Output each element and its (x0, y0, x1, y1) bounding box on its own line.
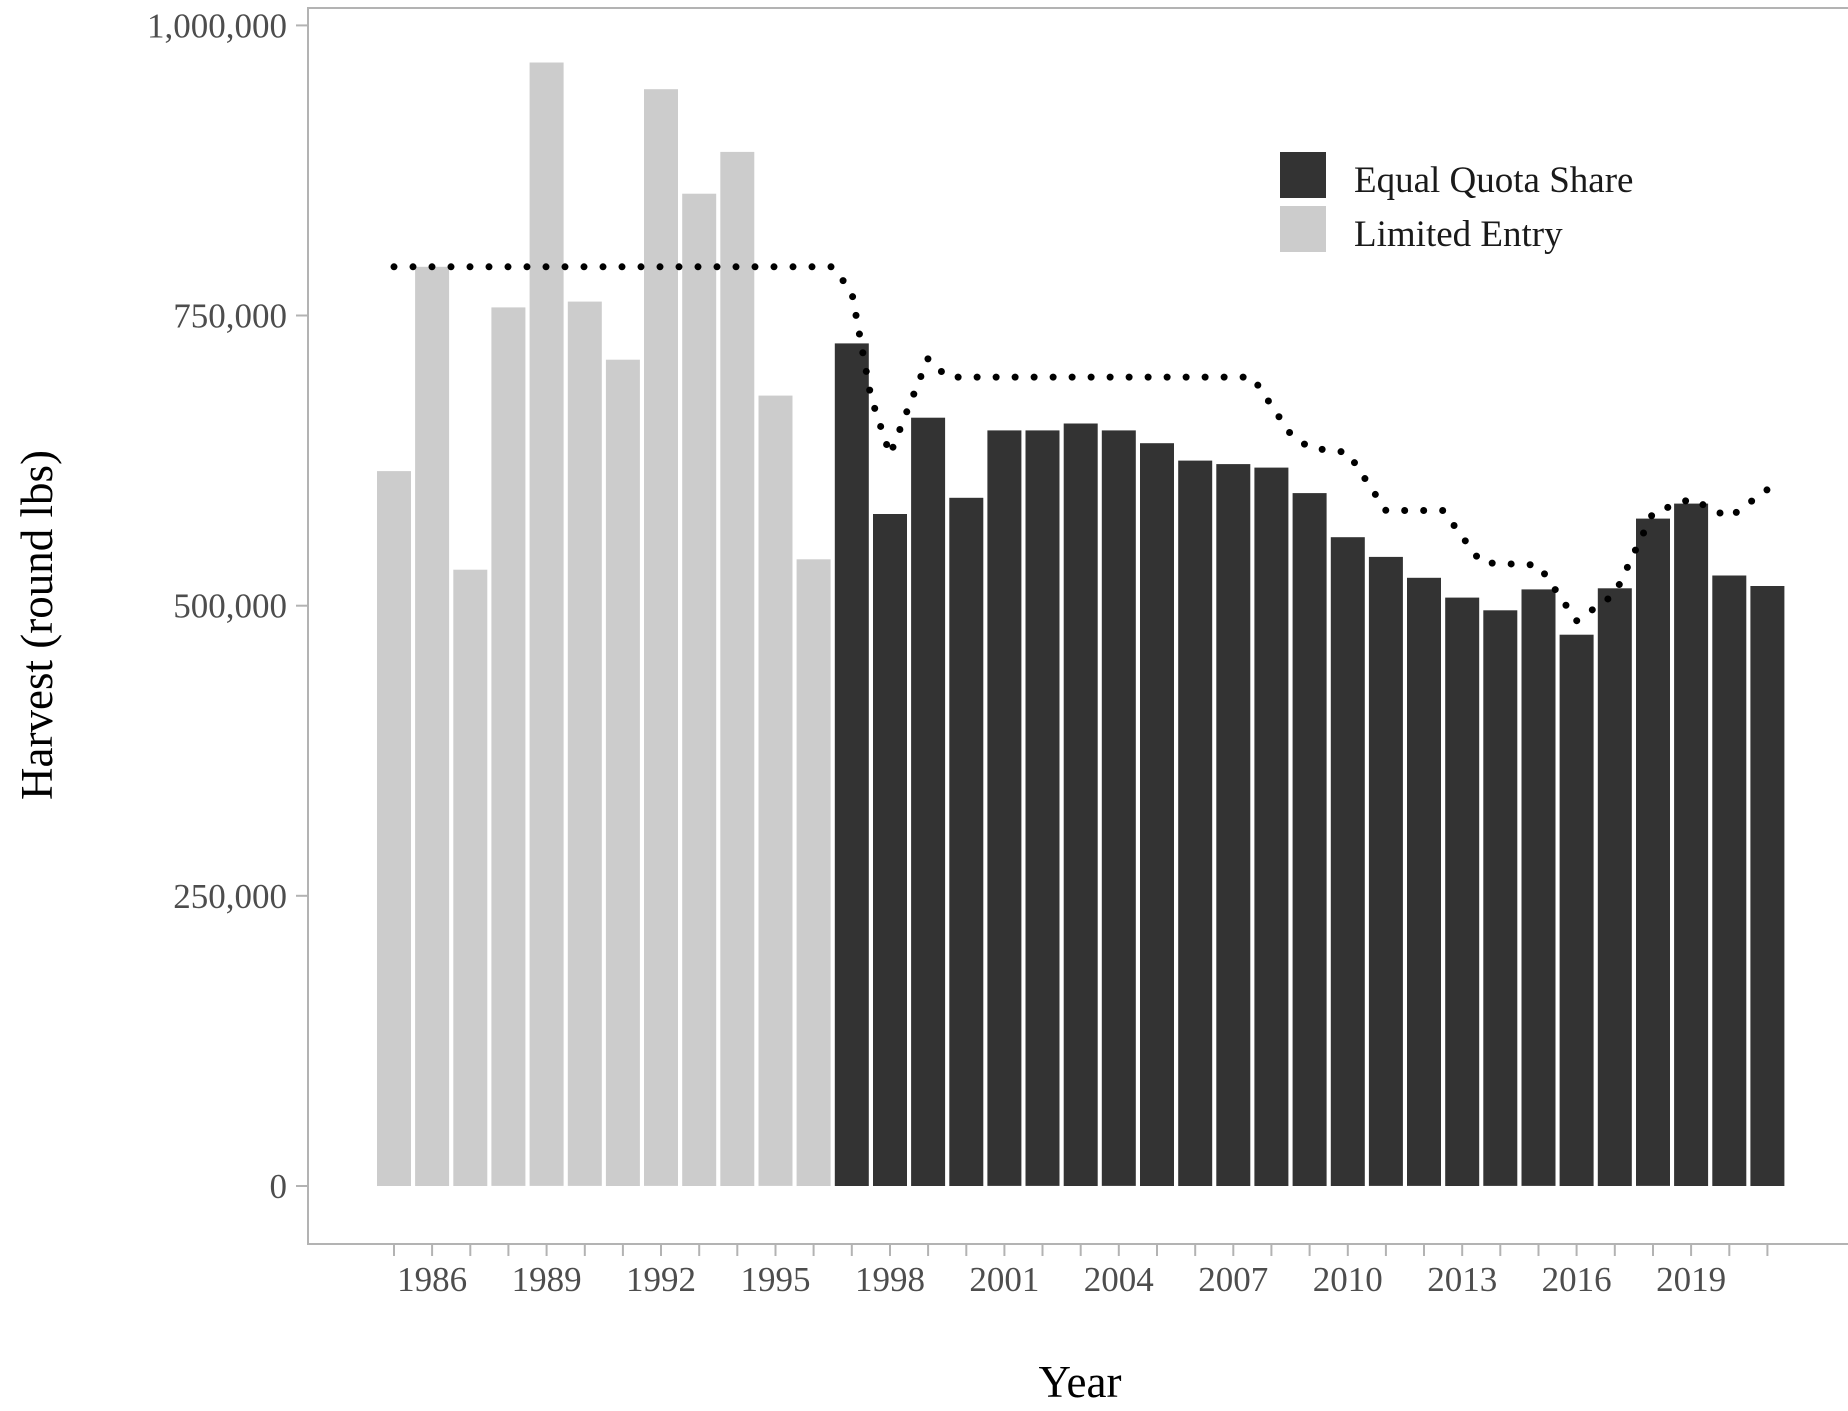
bar-1997 (834, 343, 869, 1186)
bars-layer (377, 62, 1785, 1187)
bar-2000 (949, 497, 984, 1186)
bar-2007 (1216, 464, 1251, 1187)
bar-2002 (1025, 430, 1060, 1186)
bar-1991 (605, 359, 640, 1186)
x-axis: 1986 1989 1992 1995 1998 2001 2004 2007 2010 2013… (393, 1244, 1769, 1299)
bar-1998 (873, 514, 907, 1186)
bar-2005 (1140, 443, 1174, 1186)
bar-1993 (682, 193, 717, 1186)
bar-2009 (1292, 493, 1327, 1187)
legend-swatch-limited-entry (1280, 206, 1326, 252)
y-tick-label-2: 500,000 (173, 587, 287, 626)
legend-swatch-equal-quota-share (1280, 152, 1326, 198)
bar-1986 (415, 266, 450, 1186)
bar-2004 (1101, 430, 1136, 1186)
quota-line-layer (390, 263, 1771, 625)
y-tick-label-1: 250,000 (173, 877, 287, 916)
x-tick-label-1986: 1986 (397, 1260, 467, 1299)
bar-1994 (720, 151, 755, 1186)
bar-2003 (1063, 423, 1098, 1186)
y-tick-label-3: 750,000 (173, 297, 287, 336)
bar-1988 (491, 307, 526, 1186)
bar-1989 (529, 62, 564, 1186)
x-tick-label-1995: 1995 (741, 1260, 811, 1299)
x-tick-label-1992: 1992 (626, 1260, 696, 1299)
bar-1992 (644, 89, 678, 1186)
bar-2006 (1178, 460, 1213, 1187)
plot-panel-border (307, 7, 1848, 1245)
y-axis-title: Harvest (round lbs) (12, 450, 62, 800)
bar-2021 (1750, 586, 1785, 1186)
x-tick-label-2013: 2013 (1427, 1260, 1497, 1299)
bar-2010 (1330, 537, 1365, 1186)
bar-2017 (1597, 588, 1632, 1186)
y-tick-label-0: 0 (270, 1167, 288, 1206)
bar-2011 (1368, 556, 1403, 1186)
x-tick-label-2010: 2010 (1313, 1260, 1383, 1299)
bar-2015 (1521, 589, 1556, 1186)
bar-2014 (1483, 610, 1518, 1186)
x-axis-title: Year (1039, 1357, 1122, 1406)
legend: Equal Quota Share Limited Entry (1280, 152, 1633, 255)
legend-label-limited-entry: Limited Entry (1354, 214, 1563, 255)
bar-2008 (1254, 467, 1289, 1187)
x-tick-label-1998: 1998 (855, 1260, 925, 1299)
bar-1987 (453, 569, 488, 1186)
bar-1985 (377, 471, 411, 1187)
x-tick-label-2016: 2016 (1542, 1260, 1612, 1299)
legend-label-equal-quota-share: Equal Quota Share (1354, 160, 1633, 201)
bar-2001 (987, 430, 1022, 1186)
bar-2013 (1445, 597, 1480, 1186)
bar-2018 (1636, 518, 1670, 1186)
bar-2020 (1712, 575, 1747, 1186)
x-tick-label-2004: 2004 (1084, 1260, 1154, 1299)
x-tick-label-1989: 1989 (512, 1260, 582, 1299)
bar-2016 (1559, 634, 1594, 1186)
quota-line (390, 263, 1771, 625)
bar-1990 (567, 301, 602, 1186)
bar-2019 (1674, 503, 1709, 1187)
bar-1995 (758, 395, 793, 1186)
y-tick-label-4: 1,000,000 (147, 6, 287, 45)
bar-1999 (911, 417, 946, 1186)
bar-2012 (1407, 577, 1441, 1186)
x-tick-label-2019: 2019 (1656, 1260, 1726, 1299)
bar-1996 (796, 559, 831, 1186)
y-axis: 0 250,000 500,000 750,000 1,000,000 (147, 6, 308, 1206)
x-tick-label-2001: 2001 (969, 1260, 1039, 1299)
x-tick-label-2007: 2007 (1198, 1260, 1268, 1299)
